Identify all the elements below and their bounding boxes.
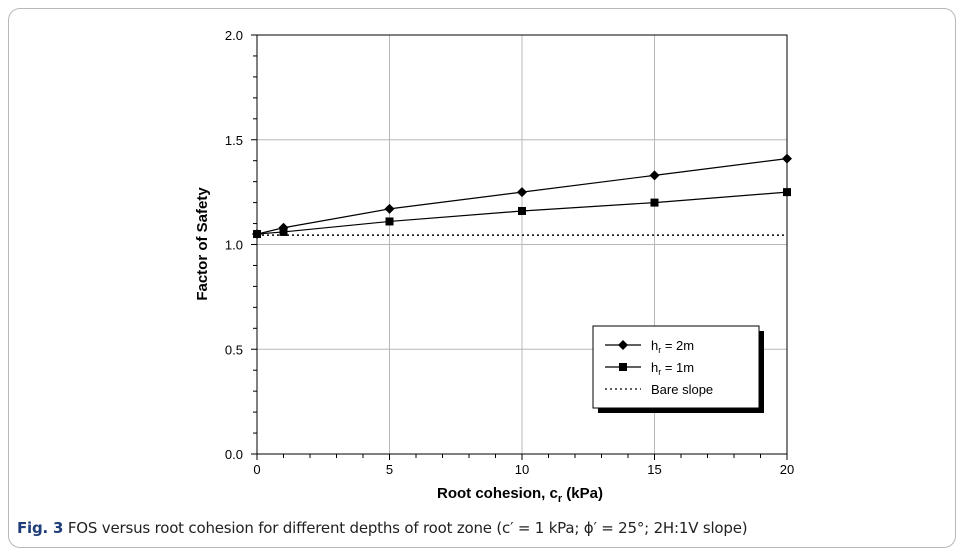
data-point	[649, 170, 660, 181]
series-group	[252, 153, 792, 240]
data-point	[384, 203, 395, 214]
y-tick-label: 2.0	[225, 28, 243, 43]
series-line	[256, 191, 788, 235]
series-line	[256, 158, 788, 235]
x-tick-label: 15	[647, 462, 661, 477]
y-tick-label: 0.5	[225, 342, 243, 357]
data-point	[518, 206, 526, 215]
data-point	[783, 188, 791, 197]
series-1	[252, 153, 792, 240]
x-tick-label: 20	[780, 462, 794, 477]
y-tick-label: 1.5	[225, 133, 243, 148]
y-tick-label: 0.0	[225, 447, 243, 462]
legend-marker	[619, 363, 627, 371]
legend-entry-2: hr = 1m	[605, 360, 694, 377]
figure-frame	[8, 8, 956, 548]
axes	[251, 34, 788, 460]
data-point	[385, 217, 394, 226]
x-tick-label: 10	[515, 462, 529, 477]
data-point	[650, 198, 659, 207]
legend-label: hr = 2m	[651, 338, 694, 355]
data-point	[253, 230, 261, 239]
x-tick-label: 0	[253, 462, 260, 477]
x-tick-label: 5	[386, 462, 393, 477]
x-axis-title: Root cohesion, cr (kPa)	[437, 485, 603, 505]
legend-entry-1: hr = 2m	[605, 338, 694, 355]
legend: hr = 2m hr = 1m Bare slope	[592, 325, 764, 413]
legend-label: hr = 1m	[651, 360, 694, 377]
tick-labels: 0 5 10 15 20 0.0 0.5 1.0 1.5 2.0	[225, 28, 794, 477]
series-2	[253, 188, 791, 239]
data-point	[517, 187, 527, 198]
legend-marker	[618, 340, 628, 350]
y-axis-title: Factor of Safety	[194, 187, 211, 301]
y-tick-label: 1.0	[225, 238, 243, 253]
data-point	[279, 227, 288, 236]
figure-caption: Fig. 3 FOS versus root cohesion for diff…	[17, 519, 748, 537]
legend-label: Bare slope	[651, 382, 713, 397]
legend-entry-3: Bare slope	[605, 382, 713, 397]
caption-text: FOS versus root cohesion for different d…	[67, 519, 748, 537]
caption-label: Fig. 3	[17, 519, 64, 537]
data-point	[782, 153, 792, 164]
